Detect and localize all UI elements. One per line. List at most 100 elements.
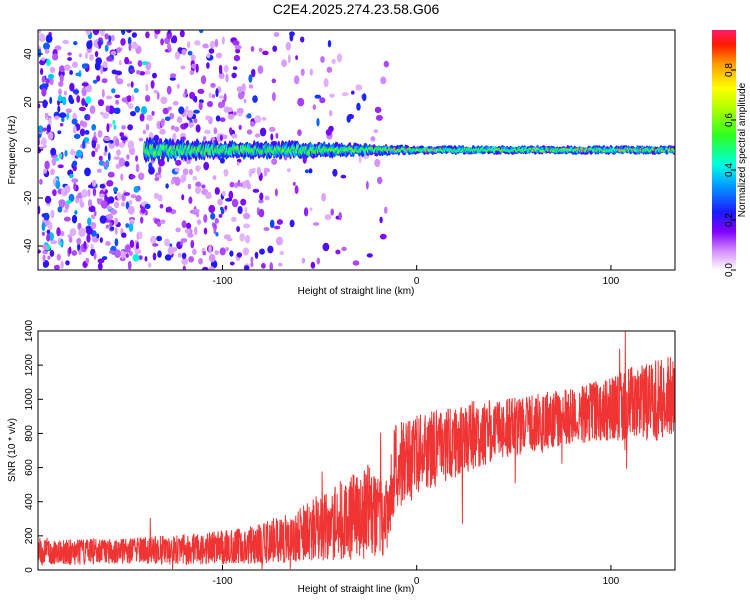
spectrogram-noise-blob — [78, 53, 82, 58]
spectrogram-noise-blob — [126, 95, 132, 103]
spectrogram-noise-blob — [185, 105, 189, 113]
spectrogram-noise-blob — [45, 78, 50, 84]
spectrogram-noise-blob — [49, 77, 54, 86]
spectrogram-noise-blob — [114, 107, 121, 114]
spectrogram-noise-blob — [49, 249, 55, 257]
spectrogram-noise-blob — [201, 184, 206, 189]
spectrogram-noise-blob — [208, 48, 215, 54]
spectrogram-noise-blob — [121, 30, 126, 35]
spectrogram-noise-blob — [276, 219, 283, 225]
spectrogram-noise-blob — [219, 157, 225, 164]
spectrogram-noise-blob — [69, 150, 77, 156]
spectrogram-noise-blob — [267, 245, 274, 254]
colorbar-label: Normalized spectral amplitude — [737, 82, 748, 217]
spectrogram-noise-blob — [114, 238, 119, 247]
spectrogram-noise-blob — [164, 238, 171, 247]
spectrogram-noise-blob — [135, 163, 140, 173]
spectrogram-noise-blob — [167, 30, 171, 35]
spectrogram-noise-blob — [114, 217, 119, 225]
spectrogram-noise-blob — [65, 260, 70, 266]
spectrogram-noise-blob — [96, 233, 100, 239]
spectrogram-x-axis: -100 0 100 — [212, 265, 620, 287]
spectrogram-noise-blob — [384, 206, 388, 214]
spectrogram-noise-blob — [293, 75, 300, 85]
spectrogram-noise-blob — [125, 223, 130, 228]
spectrogram-noise-blob — [69, 98, 75, 105]
spectrogram-noise-blob — [79, 120, 84, 127]
spectrogram-y-axis: -40 -20 0 20 40 — [23, 48, 43, 253]
spectrogram-x-tick-label: 0 — [414, 276, 420, 287]
spectrogram-noise-blob — [186, 222, 192, 230]
spectrogram-noise-blob — [270, 133, 274, 141]
spectrogram-noise-blob — [159, 128, 166, 135]
spectrogram-y-axis-label: Frequency (Hz) — [7, 116, 18, 185]
spectrogram-noise-blob — [69, 228, 77, 237]
spectrogram-noise-blob — [214, 218, 219, 224]
spectrogram-noise-blob — [93, 210, 97, 217]
spectrogram-noise-blob — [308, 168, 313, 174]
spectrogram-noise-blob — [251, 69, 256, 76]
spectrogram-noise-blob — [203, 161, 210, 171]
spectrogram-noise-blob — [112, 120, 116, 125]
spectrogram-noise-blob — [241, 83, 246, 92]
spectrogram-noise-blob — [228, 190, 234, 200]
spectrogram-noise-blob — [271, 158, 278, 165]
spectrogram-noise-blob — [269, 262, 273, 270]
spectrogram-noise-blob — [193, 118, 198, 124]
spectrogram-noise-blob — [262, 50, 269, 56]
spectrogram-noise-blob — [101, 256, 108, 261]
spectrogram-noise-blob — [182, 168, 189, 176]
spectrogram-noise-blob — [97, 99, 105, 107]
spectrogram-noise-blob — [190, 240, 195, 249]
spectrogram-noise-blob — [61, 117, 65, 122]
spectrogram-noise-blob — [322, 242, 330, 252]
spectrogram-noise-blob — [76, 237, 82, 245]
spectrogram-noise-blob — [152, 252, 157, 261]
spectrogram-noise-blob — [63, 208, 69, 213]
spectrogram-noise-blob — [113, 187, 119, 192]
spectrogram-noise-blob — [138, 172, 145, 181]
spectrogram-noise-blob — [208, 266, 215, 270]
spectrogram-noise-blob — [208, 253, 216, 263]
spectrogram-noise-blob — [157, 250, 162, 258]
spectrogram-noise-blob — [87, 199, 93, 208]
spectrogram-spurious-blob — [356, 102, 361, 111]
spectrogram-noise-blob — [113, 156, 121, 160]
spectrogram-noise-blob — [239, 182, 244, 187]
spectrogram-noise-blob — [218, 72, 225, 80]
spectrogram-noise-blob — [223, 64, 229, 73]
spectrogram-noise-blob — [102, 161, 109, 167]
spectrogram-noise-blob — [225, 73, 229, 83]
spectrogram-noise-blob — [218, 95, 225, 99]
spectrogram-noise-blob — [135, 155, 139, 162]
spectrogram-noise-blob — [156, 91, 160, 100]
spectrogram-noise-blob — [285, 41, 291, 51]
spectrogram-noise-blob — [116, 149, 121, 156]
spectrogram-noise-blob — [172, 100, 179, 106]
spectrogram-noise-blob — [180, 65, 186, 70]
spectrogram-noise-blob — [135, 195, 142, 202]
spectrogram-noise-blob — [169, 77, 176, 81]
spectrogram-noise-blob — [248, 84, 254, 89]
spectrogram-noise-blob — [187, 50, 193, 56]
spectrogram-noise-blob — [215, 52, 223, 59]
spectrogram-noise-blob — [147, 262, 152, 268]
spectrogram-noise-blob — [213, 127, 218, 135]
spectrogram-noise-blob — [52, 189, 57, 197]
snr-x-tick-label: 100 — [603, 576, 620, 587]
spectrogram-noise-blob — [102, 112, 110, 119]
spectrogram-noise-blob — [47, 131, 54, 141]
spectrogram-noise-blob — [144, 203, 151, 210]
spectrogram-noise-blob — [210, 82, 216, 88]
spectrogram-noise-blob — [297, 129, 302, 137]
spectrogram-panel: -100 0 100 -40 -20 0 20 40 Height of straight … — [7, 29, 676, 297]
spectrogram-noise-blob — [210, 212, 216, 220]
spectrogram-noise-blob — [304, 169, 309, 174]
spectrogram-noise-blob — [157, 194, 163, 202]
spectrogram-noise-blob — [68, 236, 73, 243]
spectrogram-noise-blob — [152, 243, 159, 247]
spectrogram-noise-blob — [57, 95, 63, 102]
spectrogram-noise-blob — [156, 235, 163, 242]
spectrogram-noise-blob — [72, 89, 80, 94]
spectrogram-noise-blob — [100, 111, 104, 116]
